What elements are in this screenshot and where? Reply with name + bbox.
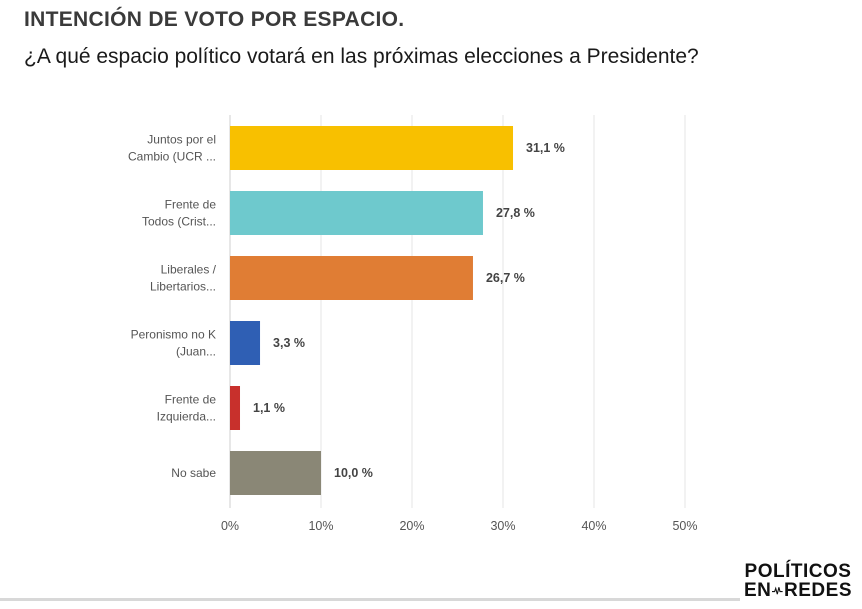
tick-labels: 0% 10% 20% 30% 40% 50% — [221, 519, 698, 533]
value-label-1: 27,8 % — [496, 206, 535, 220]
category-label-3: Peronismo no K (Juan... — [131, 328, 216, 359]
chart-title: INTENCIÓN DE VOTO POR ESPACIO. — [24, 8, 405, 31]
pulse-icon — [772, 586, 784, 594]
chart-subtitle: ¿A qué espacio político votará en las pr… — [24, 45, 699, 68]
logo-line2: EN REDES — [744, 581, 852, 600]
grid-lines — [229, 115, 686, 508]
bar-1 — [230, 191, 483, 235]
value-label-3: 3,3 % — [273, 336, 305, 350]
value-label-4: 1,1 % — [253, 401, 285, 415]
tick-label-0: 0% — [221, 519, 239, 533]
bar-3 — [230, 321, 261, 365]
bar-4 — [230, 386, 241, 430]
bar-chart: Juntos por el Cambio (UCR ... Frente de Tod… — [128, 115, 698, 533]
tick-label-10: 10% — [308, 519, 333, 533]
category-label-2: Liberales / Libertarios... — [150, 263, 217, 294]
category-label-1: Frente de Todos (Crist... — [142, 198, 216, 229]
category-label-0: Juntos por el Cambio (UCR ... — [128, 133, 216, 164]
value-labels: 31,1 % 27,8 % 26,7 % 3,3 % 1,1 % 10,0 % — [253, 141, 565, 480]
tick-label-50: 50% — [672, 519, 697, 533]
brand-logo: POLÍTICOS EN REDES — [744, 562, 852, 600]
bar-5 — [230, 451, 321, 495]
bar-2 — [230, 256, 473, 300]
category-label-4: Frente de Izquierda... — [157, 393, 217, 424]
value-label-2: 26,7 % — [486, 271, 525, 285]
tick-label-40: 40% — [581, 519, 606, 533]
tick-label-20: 20% — [399, 519, 424, 533]
logo-line2-right: REDES — [784, 580, 852, 601]
category-labels: Juntos por el Cambio (UCR ... Frente de Tod… — [128, 133, 217, 481]
value-label-0: 31,1 % — [526, 141, 565, 155]
tick-label-30: 30% — [490, 519, 515, 533]
category-label-5: No sabe — [171, 466, 216, 480]
logo-line2-left: EN — [744, 580, 772, 601]
footer-divider — [0, 598, 740, 601]
bar-0 — [230, 126, 514, 170]
bars — [230, 126, 514, 495]
value-label-5: 10,0 % — [334, 466, 373, 480]
logo-line1: POLÍTICOS — [744, 561, 852, 582]
